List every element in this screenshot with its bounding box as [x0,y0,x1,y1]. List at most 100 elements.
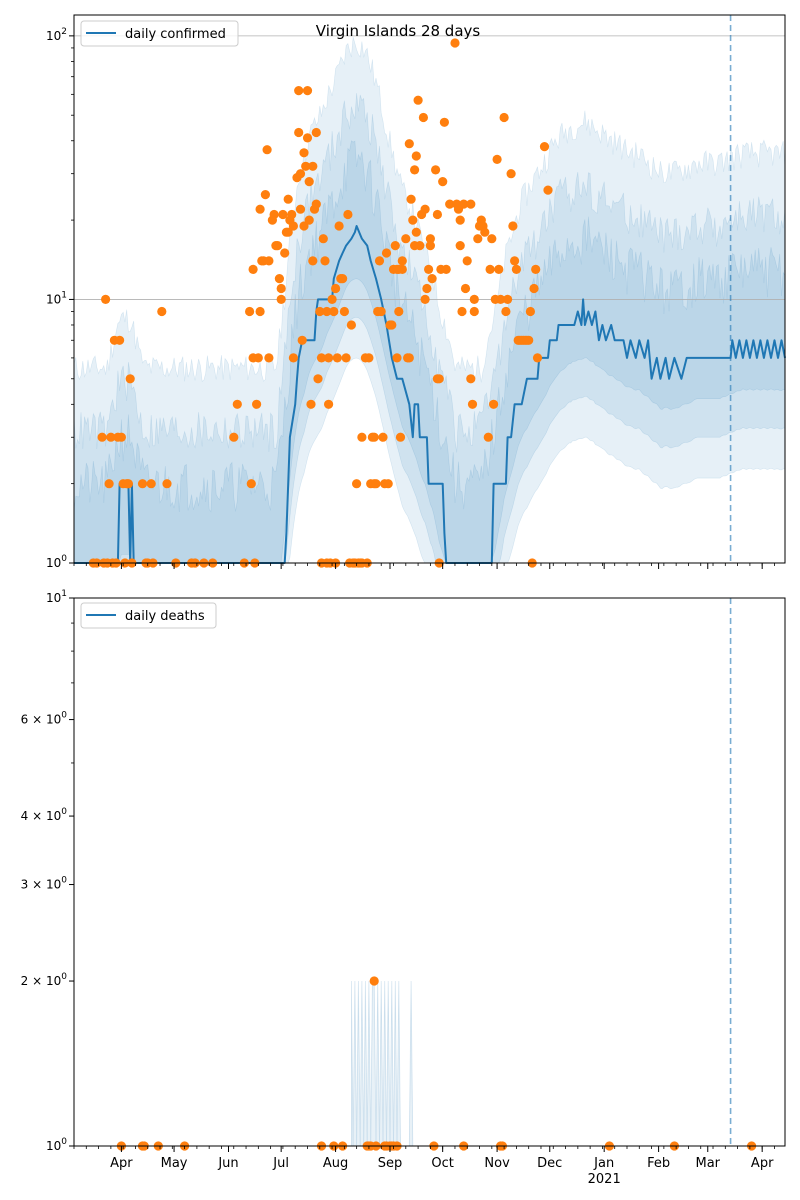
observed-point [308,161,318,171]
observed-point [383,479,393,489]
observed-point [123,479,133,489]
observed-point [106,432,116,442]
observed-point [415,241,425,251]
observed-point [434,374,444,384]
observed-point [422,283,432,294]
y-tick-label: 101 [46,290,67,306]
observed-point [125,374,135,384]
observed-point [301,161,311,171]
observed-point [339,306,349,317]
observed-point [255,204,265,214]
observed-point [260,190,270,200]
observed-point [299,148,309,158]
observed-point [485,264,495,274]
observed-point [338,274,348,284]
observed-point [308,256,318,266]
observed-point [420,294,430,304]
confirmed-chart-panel: 100 101 102 Virgin Islands 28 days daily c… [46,14,786,570]
x-tick-label: Jul [272,1156,289,1171]
y-tick-label: 100 [46,1137,67,1153]
observed-point [378,432,388,442]
observed-point [459,199,469,209]
observed-point [411,151,421,161]
legend-box [80,602,217,629]
observed-point [341,353,351,363]
observed-point [376,306,386,317]
observed-point [501,306,511,317]
observed-point [469,306,479,317]
y-tick-label: 6 × 100 [21,711,68,727]
observed-point [469,294,479,304]
observed-point [248,264,258,274]
observed-point [264,353,274,363]
observed-point [492,154,502,164]
y-tick-label: 3 × 100 [21,876,68,892]
observed-point [369,976,379,986]
observed-point [334,221,344,231]
observed-point [324,399,334,409]
deaths-x-axis: Apr May Jun Jul Aug Sep Oct Nov Dec Jan Feb Mar Apr 2… [73,1146,775,1187]
observed-point [387,320,397,330]
observed-point [424,264,434,274]
observed-point [299,221,309,231]
observed-point [101,294,111,304]
observed-point [531,264,541,274]
observed-point [115,335,125,345]
confirmed-legend: daily confirmed [80,20,239,47]
observed-point [322,306,332,317]
observed-point [543,185,553,195]
confirmed-x-axis [73,563,775,569]
x-tick-label: Apr [110,1156,133,1171]
legend-label-daily-deaths: daily deaths [125,609,205,624]
observed-point [439,117,449,127]
observed-point [462,256,472,266]
observed-point [438,177,448,187]
observed-point [137,479,148,489]
observed-point [411,227,421,237]
observed-point [253,353,263,363]
deaths-y-axis: 100 2 × 100 3 × 100 4 × 100 6 × 100 101 [21,589,74,1153]
observed-point [246,479,256,489]
observed-point [283,194,293,204]
x-tick-label: Jan [593,1156,614,1171]
observed-point [295,204,306,214]
deaths-legend: daily deaths [80,602,217,629]
observed-point [395,432,406,442]
confirmed-observed-points [88,38,553,568]
observed-point [273,241,283,251]
observed-point [466,199,476,209]
observed-point [425,241,435,251]
observed-point [460,283,471,294]
observed-point [408,215,418,225]
observed-point [352,479,362,489]
x-tick-label: Dec [537,1156,562,1171]
y-tick-label: 2 × 100 [21,972,68,988]
observed-point [269,209,279,220]
confirmed-y-axis: 100 101 102 [46,27,74,570]
observed-point [343,209,353,220]
observed-point [483,432,493,442]
observed-point [288,221,298,231]
observed-point [274,274,284,284]
observed-point [425,234,435,244]
observed-point [496,294,506,304]
observed-point [157,306,167,317]
observed-point [390,241,400,251]
chart-title: Virgin Islands 28 days [316,22,481,40]
observed-point [276,283,286,294]
observed-point [406,194,416,204]
x-tick-label: Apr [751,1156,774,1171]
observed-point [316,353,327,363]
observed-point [229,432,239,442]
observed-point [315,306,325,317]
y-tick-label: 102 [46,27,67,43]
observed-point [280,248,290,258]
observed-point [450,38,460,48]
observed-point [245,306,255,317]
observed-point [369,432,379,442]
observed-point [318,234,328,244]
observed-point [410,165,420,175]
observed-point [499,112,509,123]
deaths-chart-panel: 100 2 × 100 3 × 100 4 × 100 6 × 100 101 Apr Ma… [21,589,786,1187]
y-tick-label: 4 × 100 [21,807,68,823]
